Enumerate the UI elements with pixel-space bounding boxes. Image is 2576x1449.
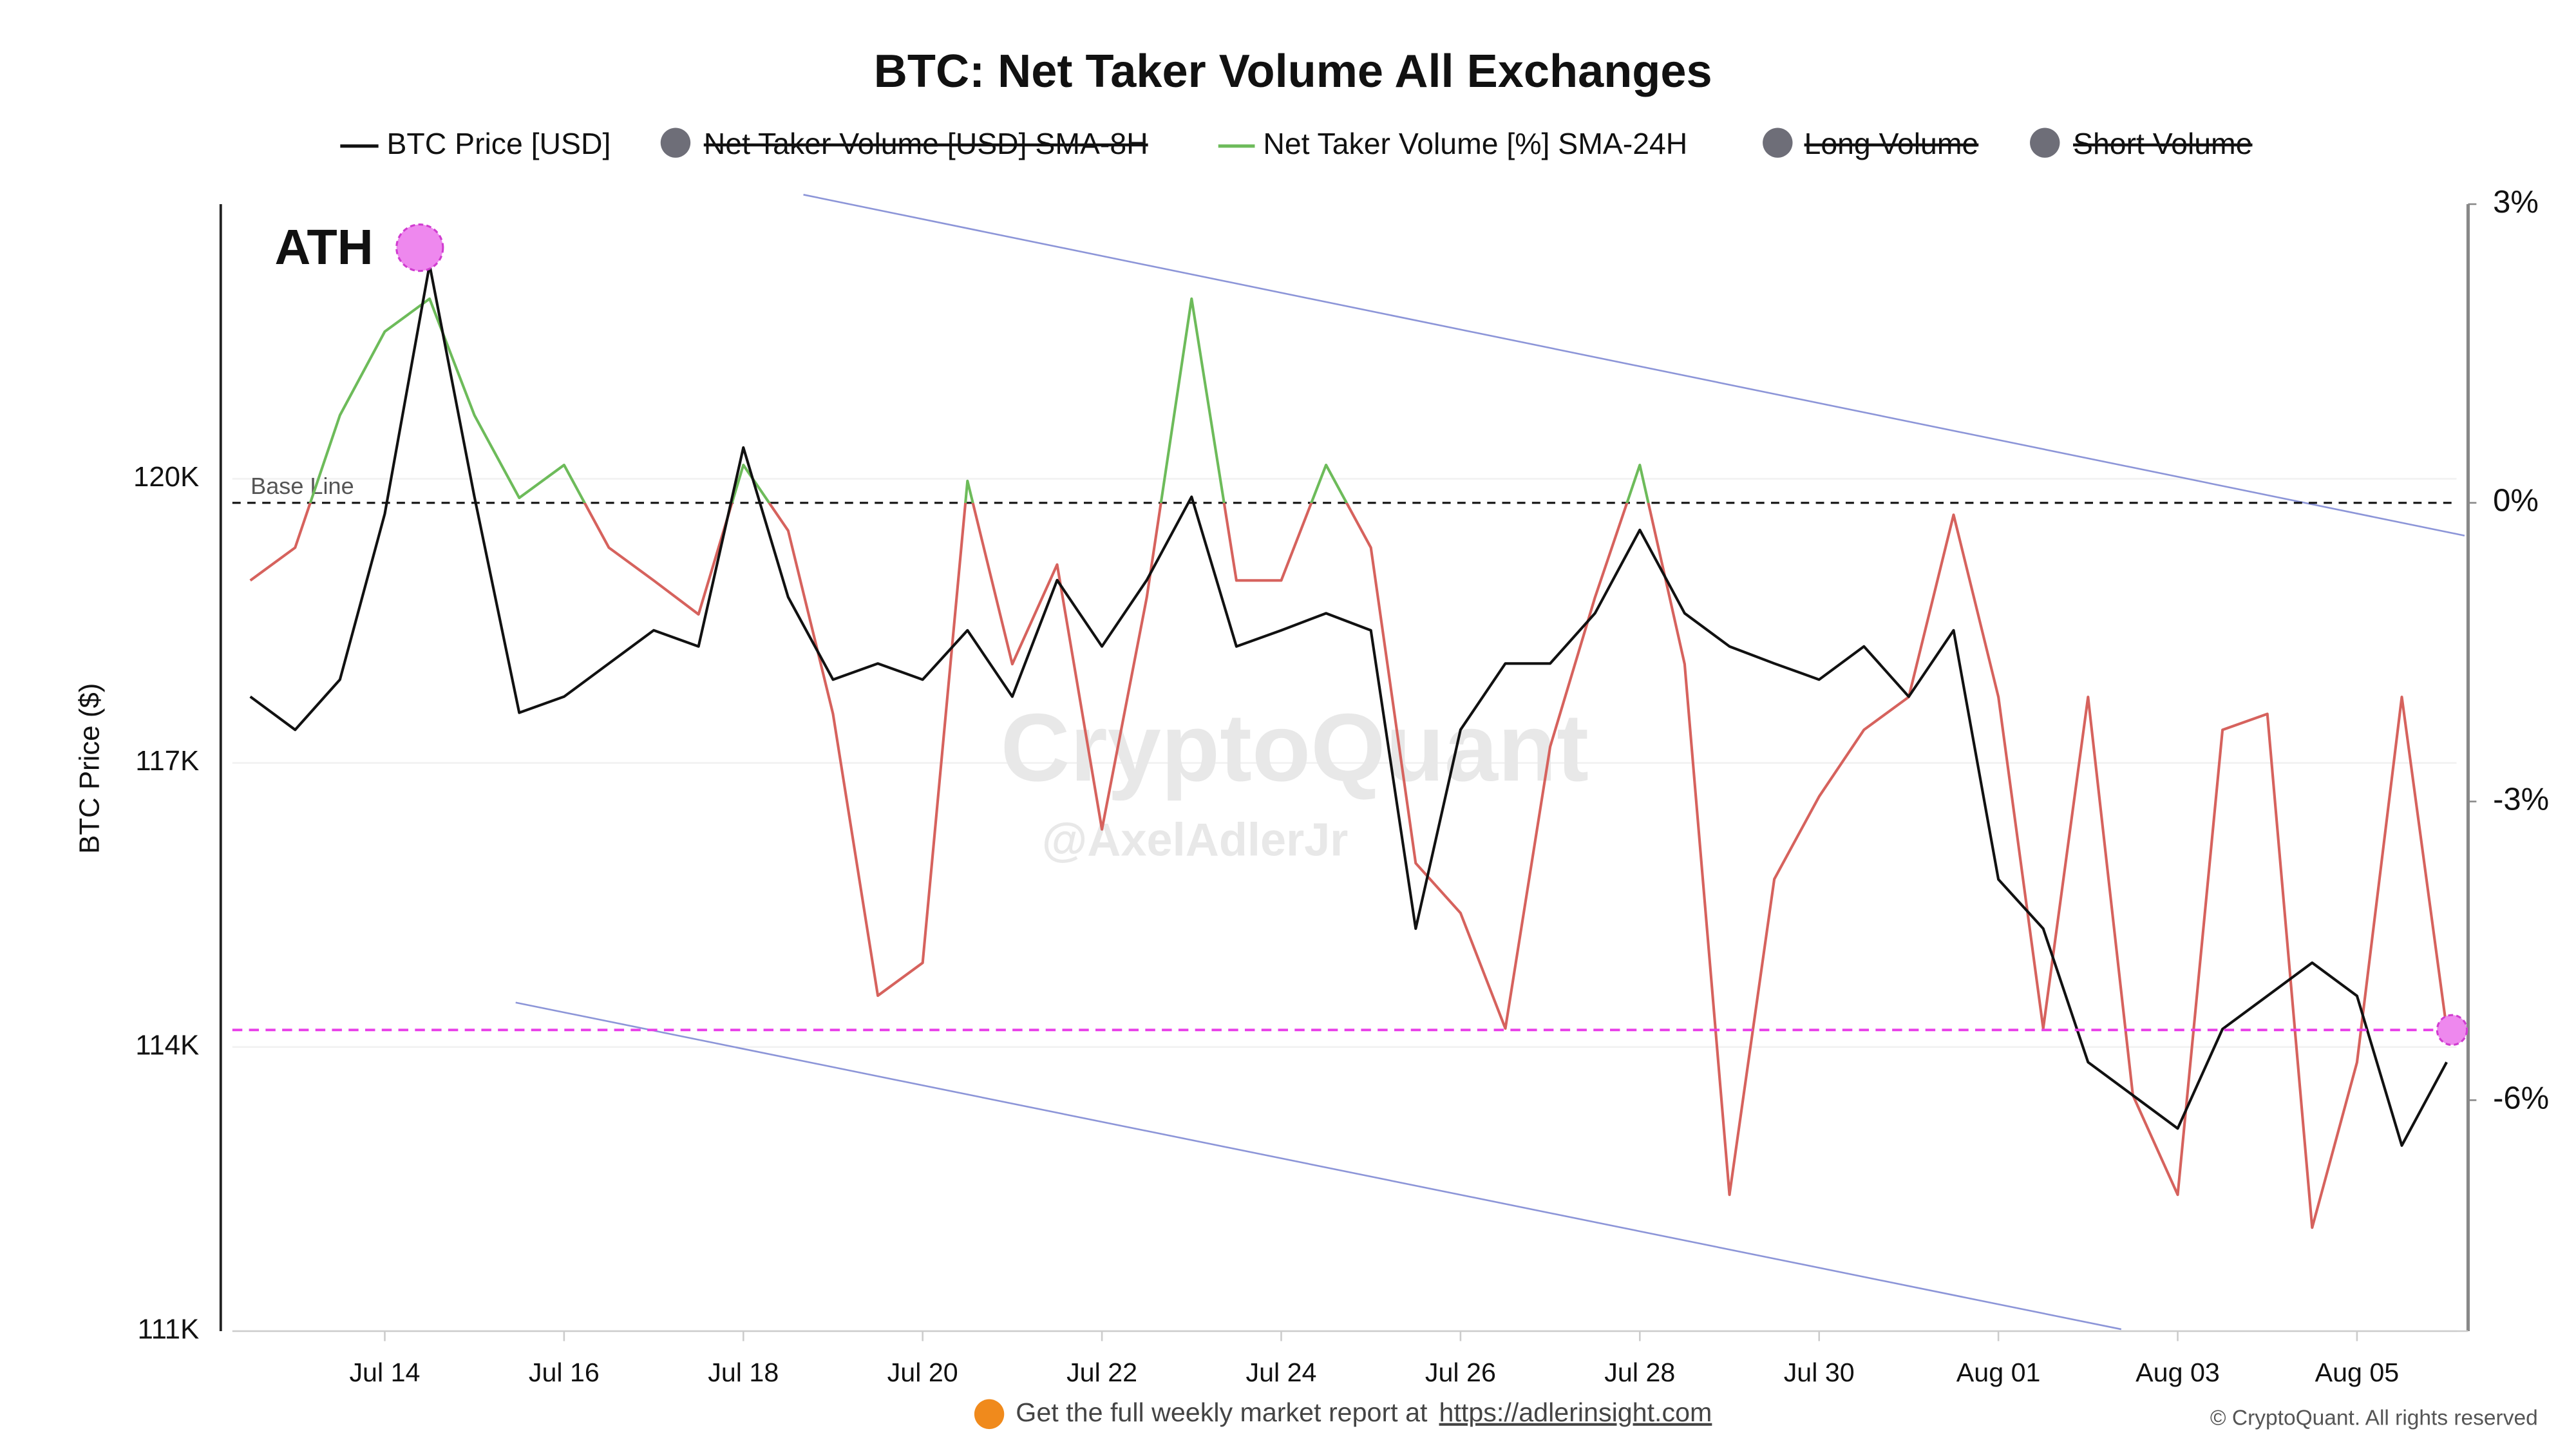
footer-link[interactable]: https://adlerinsight.com [1439,1397,1712,1427]
y-tick-label: 114K [135,1029,199,1061]
footer-icon [974,1399,1005,1430]
legend-swatch [1763,128,1793,158]
legend-label[interactable]: Long Volume [1804,127,1979,160]
x-tick-label: Aug 03 [2136,1358,2220,1387]
y2-tick-label: 0% [2493,484,2539,518]
watermark: CryptoQuant [1001,694,1589,801]
x-tick-label: Jul 20 [887,1358,958,1387]
legend-label[interactable]: Net Taker Volume [%] SMA-24H [1263,127,1687,160]
marker-label: ATH [274,220,373,275]
legend-swatch [660,128,691,158]
trend-line [803,194,2465,536]
copyright: © CryptoQuant. All rights reserved [2210,1406,2538,1430]
legend: BTC Price [USD] Net Taker Volume [USD] S… [340,127,2252,160]
y2-tick-label: -6% [2493,1081,2549,1115]
x-tick-label: Jul 18 [708,1358,779,1387]
legend-label[interactable]: BTC Price [USD] [387,127,611,160]
y-tick-label: 117K [135,745,199,777]
trend-line [515,1001,2122,1331]
x-tick-label: Aug 05 [2315,1358,2400,1387]
x-tick-label: Jul 24 [1245,1358,1316,1387]
x-tick-label: Jul 30 [1784,1358,1855,1387]
legend-label[interactable]: Net Taker Volume [USD] SMA-8H [704,127,1148,160]
x-tick-label: Aug 01 [1956,1358,2041,1387]
chart-title: BTC: Net Taker Volume All Exchanges [874,46,1712,97]
y-tick-label: 120K [133,461,199,493]
x-tick-label: Jul 16 [529,1358,600,1387]
marker [395,223,444,272]
y-axis-label: BTC Price ($) [73,683,105,854]
series-line [249,263,2448,1147]
legend-label[interactable]: Short Volume [2073,127,2252,160]
base-line-label: Base Line [251,473,354,499]
x-tick-label: Jul 26 [1425,1358,1496,1387]
footer-text: Get the full weekly market report at [1016,1397,1428,1427]
x-tick-label: Jul 22 [1066,1358,1137,1387]
y2-tick-label: -3% [2493,782,2549,817]
y2-tick-label: 3% [2493,185,2539,220]
y-tick-label: 111K [137,1314,199,1345]
legend-swatch [2030,128,2060,158]
marker [2436,1014,2468,1046]
series-line [249,297,2448,1229]
watermark-handle: @AxelAdlerJr [1042,814,1348,866]
x-tick-label: Jul 14 [349,1358,420,1387]
x-tick-label: Jul 28 [1604,1358,1675,1387]
